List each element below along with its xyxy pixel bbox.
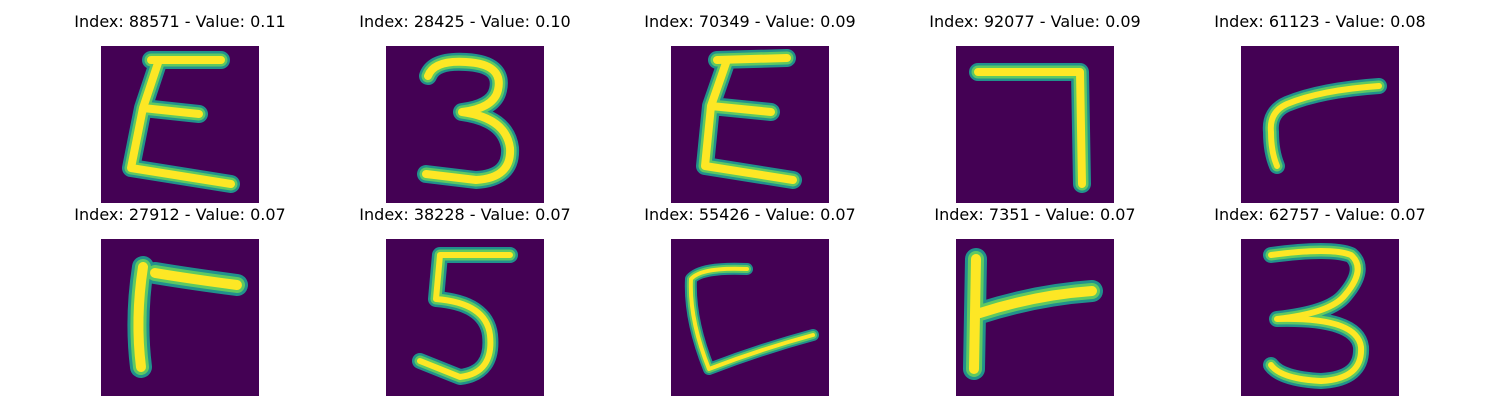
glyph-epsilon — [101, 46, 259, 203]
glyph-hook — [1241, 46, 1399, 203]
digit-image — [101, 239, 259, 396]
digit-image — [956, 46, 1114, 203]
digit-image — [671, 239, 829, 396]
panel-6: Index: 27912 - Value: 0.07 — [60, 205, 300, 396]
panel-title: Index: 70349 - Value: 0.09 — [644, 12, 856, 31]
panel-title: Index: 55426 - Value: 0.07 — [644, 205, 856, 224]
panel-3: Index: 70349 - Value: 0.09 — [630, 12, 870, 203]
panel-title: Index: 7351 - Value: 0.07 — [934, 205, 1136, 224]
digit-image — [956, 239, 1114, 396]
panel-title: Index: 88571 - Value: 0.11 — [74, 12, 286, 31]
glyph-epsilon — [671, 46, 829, 203]
glyph-gamma — [101, 239, 259, 396]
digit-image — [1241, 46, 1399, 203]
glyph-three — [1241, 239, 1399, 396]
digit-image — [386, 46, 544, 203]
panel-9: Index: 7351 - Value: 0.07 — [915, 205, 1155, 396]
panel-7: Index: 38228 - Value: 0.07 — [345, 205, 585, 396]
panel-1: Index: 88571 - Value: 0.11 — [60, 12, 300, 203]
digit-image — [671, 46, 829, 203]
panel-title: Index: 92077 - Value: 0.09 — [929, 12, 1141, 31]
panel-10: Index: 62757 - Value: 0.07 — [1200, 205, 1440, 396]
panel-title: Index: 61123 - Value: 0.08 — [1214, 12, 1426, 31]
panel-8: Index: 55426 - Value: 0.07 — [630, 205, 870, 396]
glyph-five — [386, 239, 544, 396]
panel-2: Index: 28425 - Value: 0.10 — [345, 12, 585, 203]
panel-title: Index: 62757 - Value: 0.07 — [1214, 205, 1426, 224]
digit-image — [386, 239, 544, 396]
glyph-r — [956, 239, 1114, 396]
panel-title: Index: 38228 - Value: 0.07 — [359, 205, 571, 224]
glyph-seven — [956, 46, 1114, 203]
digit-image — [101, 46, 259, 203]
panel-4: Index: 92077 - Value: 0.09 — [915, 12, 1155, 203]
panel-5: Index: 61123 - Value: 0.08 — [1200, 12, 1440, 203]
panel-title: Index: 28425 - Value: 0.10 — [359, 12, 571, 31]
glyph-l — [671, 239, 829, 396]
glyph-three — [386, 46, 544, 203]
digit-image — [1241, 239, 1399, 396]
panel-title: Index: 27912 - Value: 0.07 — [74, 205, 286, 224]
